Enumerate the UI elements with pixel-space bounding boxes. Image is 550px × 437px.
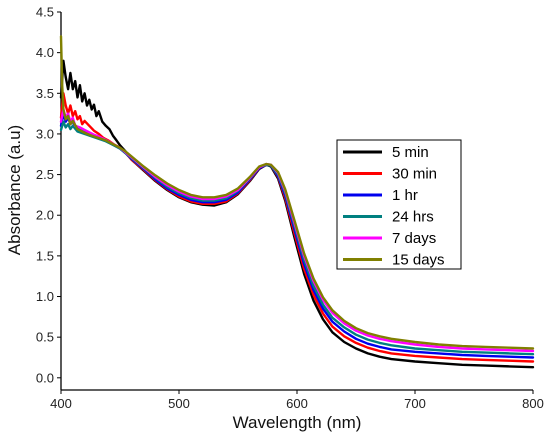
x-tick-label: 800 [522,396,544,411]
series-line-30-min [59,92,535,363]
y-tick-label: 2.5 [36,167,54,182]
legend: 5 min 30 min 1 hr 24 hrs 7 days 15 days [336,139,462,270]
series-line-15-days [59,35,535,350]
x-tick-label: 700 [404,396,426,411]
x-tick-label: 500 [168,396,190,411]
x-tick-label: 600 [286,396,308,411]
legend-label: 7 days [392,230,436,247]
series-lines [59,35,535,369]
y-tick-label: 3.5 [36,86,54,101]
legend-entries: 5 min 30 min 1 hr 24 hrs 7 days 15 days [343,144,445,269]
x-axis-ticks: 400 500 600 700 800 [50,390,544,411]
legend-label: 24 hrs [392,209,434,226]
plot-area [60,12,533,391]
y-tick-label: 4.5 [36,5,54,20]
legend-label: 5 min [392,144,429,161]
legend-box [336,139,462,270]
y-tick-label: 0.0 [36,370,54,385]
y-tick-label: 1.0 [36,289,54,304]
y-axis-ticks: 0.0 0.5 1.0 1.5 2.0 2.5 3.0 3.5 4.0 4.5 [36,5,61,385]
y-axis-title: Absorbance (a.u) [5,125,24,255]
x-tick-label: 400 [50,396,72,411]
legend-label: 15 days [392,252,445,269]
series-line-7-days [59,108,535,353]
y-tick-label: 0.5 [36,330,54,345]
y-tick-label: 3.0 [36,126,54,141]
y-tick-label: 4.0 [36,45,54,60]
y-tick-label: 1.5 [36,248,54,263]
legend-label: 1 hr [392,187,418,204]
series-line-5-min [59,59,535,369]
x-axis-title: Wavelength (nm) [233,413,362,432]
y-tick-label: 2.0 [36,208,54,223]
legend-label: 30 min [392,166,437,183]
